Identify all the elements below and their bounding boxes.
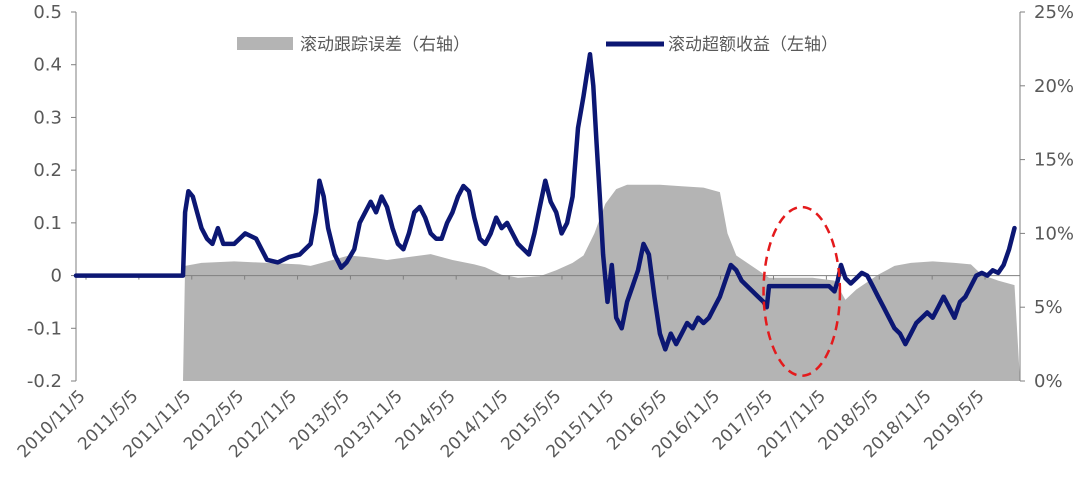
left-tick-label: 0.2 — [33, 160, 62, 181]
right-tick-label: 5% — [1034, 297, 1063, 318]
legend: 滚动跟踪误差（右轴） 滚动超额收益（左轴） — [237, 35, 838, 55]
legend-label-tracking-error: 滚动跟踪误差（右轴） — [300, 35, 470, 55]
left-tick-label: 0.1 — [33, 213, 62, 234]
highlight-ellipse — [762, 205, 842, 377]
x-tick-label: 2010/11/5 — [14, 386, 90, 462]
right-tick-label: 10% — [1034, 223, 1074, 244]
tracking-error-area — [183, 184, 1020, 381]
tracking-error-area-layer — [183, 184, 1020, 381]
legend-swatch-tracking-error — [237, 37, 293, 50]
left-tick-label: 0.4 — [33, 55, 62, 76]
right-tick-label: 25% — [1034, 2, 1074, 23]
left-tick-label: 0.3 — [33, 107, 62, 128]
left-tick-label: -0.1 — [27, 318, 62, 339]
left-tick-label: 0.5 — [33, 2, 62, 23]
left-tick-label: 0 — [51, 266, 62, 287]
excess-return-line — [73, 51, 1017, 352]
excess-return-line-layer — [73, 51, 1017, 352]
axes-layer: -0.2 -0.1 0 0.1 0.2 0.3 0.4 0.5 0% 5% 10% 15% 20% 25%… — [14, 2, 1074, 462]
annotation-layer — [762, 205, 842, 377]
right-tick-label: 20% — [1034, 76, 1074, 97]
right-tick-label: 0% — [1034, 371, 1063, 392]
legend-label-excess-return: 滚动超额收益（左轴） — [668, 35, 838, 55]
left-tick-label: -0.2 — [27, 371, 62, 392]
right-tick-label: 15% — [1034, 150, 1074, 171]
